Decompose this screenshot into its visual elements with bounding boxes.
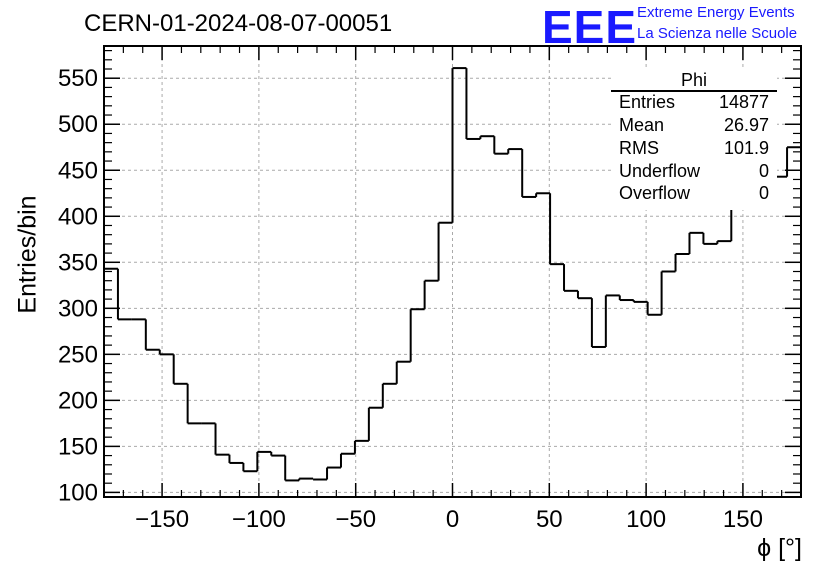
y-tick-label: 300 [58, 295, 98, 322]
y-tick-label: 350 [58, 249, 98, 276]
stats-box: Phi Entries 14877 Mean 26.97 RMS 101.9 U… [611, 70, 777, 210]
brand-line-1: Extreme Energy Events [637, 4, 795, 21]
x-tick-label: 0 [446, 506, 459, 533]
y-tick-label: 250 [58, 341, 98, 368]
stats-box-divider [611, 90, 777, 92]
stats-row-rms: RMS 101.9 [619, 138, 769, 160]
y-tick-label: 450 [58, 157, 98, 184]
stats-label: Underflow [619, 161, 701, 181]
x-tick-label: 50 [536, 506, 563, 533]
stats-value: 26.97 [723, 115, 769, 135]
stats-value: 0 [758, 183, 769, 203]
stats-row-mean: Mean 26.97 [619, 115, 769, 137]
stats-label: RMS [619, 138, 659, 158]
x-axis-label: ϕ [°] [757, 534, 802, 562]
brand-line-2: La Scienza nelle Scuole [637, 25, 798, 42]
stats-box-title: Phi [680, 70, 707, 90]
y-tick-label: 400 [58, 203, 98, 230]
stats-label: Entries [619, 92, 676, 112]
stats-row-entries: Entries 14877 [619, 92, 769, 114]
stats-label: Mean [619, 115, 665, 135]
x-tick-label: 150 [723, 506, 763, 533]
x-tick-label: −50 [335, 506, 376, 533]
stats-value: 101.9 [723, 138, 769, 158]
y-tick-label: 100 [58, 479, 98, 506]
eee-logo: EEE [542, 1, 638, 53]
y-tick-label: 550 [58, 65, 98, 92]
axis-ticks [104, 46, 801, 497]
plot-frame [103, 45, 802, 498]
stats-row-overflow: Overflow 0 [619, 183, 769, 205]
x-tick-label: −100 [232, 506, 286, 533]
tick-labels: −150 −100 −50 0 50 100 150 100 150 200 250 300 350 40… [58, 65, 763, 533]
stats-label: Overflow [619, 183, 691, 203]
y-tick-label: 500 [58, 111, 98, 138]
chart-title: CERN-01-2024-08-07-00051 [84, 10, 393, 37]
stats-row-underflow: Underflow 0 [619, 161, 769, 183]
y-tick-label: 200 [58, 387, 98, 414]
x-tick-label: −150 [135, 506, 189, 533]
y-tick-label: 150 [58, 433, 98, 460]
stats-value: 0 [758, 161, 769, 181]
x-tick-label: 100 [626, 506, 666, 533]
y-axis-label: Entries/bin [13, 195, 42, 314]
stats-value: 14877 [718, 92, 769, 112]
